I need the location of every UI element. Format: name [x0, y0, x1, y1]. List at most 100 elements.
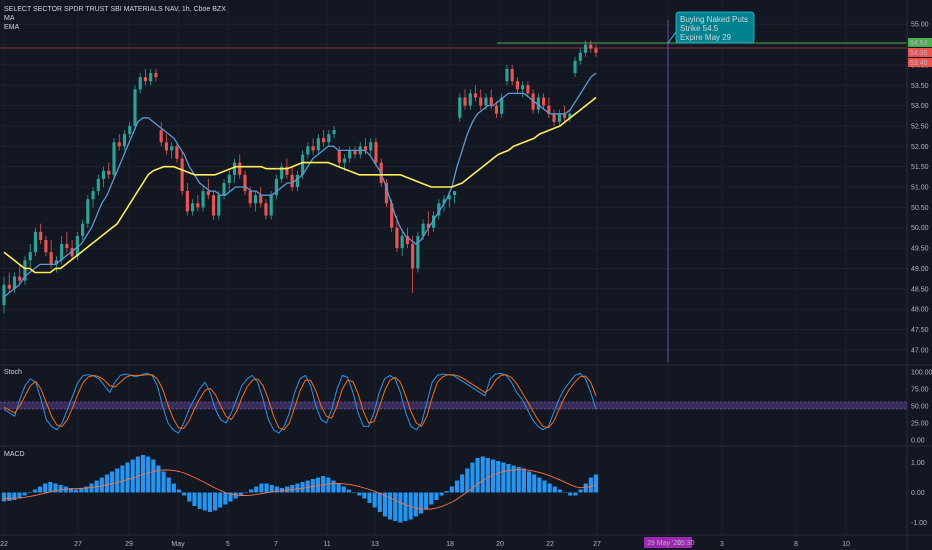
macd-bar — [176, 489, 182, 493]
candle-body — [484, 97, 488, 106]
macd-bar — [480, 456, 485, 493]
candle — [505, 64, 509, 86]
candle — [222, 178, 226, 200]
stoch-tick-label: 50.00 — [911, 404, 929, 411]
candle-body — [363, 146, 368, 151]
macd-bar — [58, 485, 63, 493]
candle-body — [175, 146, 179, 159]
candle-body — [515, 81, 519, 90]
macd-bar — [357, 492, 362, 496]
candle-body — [18, 276, 22, 281]
candle — [353, 146, 357, 159]
candle-body — [7, 284, 11, 289]
macd-bar — [146, 456, 151, 493]
macd-bar — [140, 455, 146, 493]
macd-bar — [264, 483, 269, 493]
date-badge-time: 15:30 — [677, 540, 695, 547]
macd-bar — [285, 486, 290, 493]
time-tick-label: 22 — [546, 541, 554, 548]
candle — [264, 199, 268, 220]
macd-bar — [120, 465, 125, 493]
candle-body — [191, 203, 195, 212]
candle-body — [405, 235, 409, 245]
price-tick-label: 52.50 — [911, 123, 929, 130]
candle — [327, 130, 331, 147]
macd-bar — [197, 492, 202, 509]
macd-bar — [367, 492, 372, 503]
price-tick-label: 50.00 — [911, 225, 929, 232]
candle — [253, 191, 258, 212]
stoch-axis[interactable]: 100.00 75.00 50.00 25.00 0.00 — [911, 370, 932, 445]
candle-body — [395, 227, 399, 249]
macd-bar — [439, 492, 444, 496]
stoch-d-line — [3, 374, 597, 431]
date-badge-date: 29 May '20 — [647, 540, 681, 547]
candle-body — [589, 44, 593, 49]
candle — [542, 93, 546, 110]
annotation-callout[interactable]: Buying Naked Puts Strike 54.5 Expire May… — [675, 11, 755, 44]
time-axis[interactable]: 22 27 29 May 5 7 11 13 18 20 22 27 3 8 10 — [0, 541, 850, 548]
candle-body — [185, 191, 189, 212]
price-pane[interactable]: Buying Naked Puts Strike 54.5 Expire May… — [0, 11, 907, 362]
candle-body — [390, 203, 394, 228]
candle — [70, 239, 74, 261]
candle-body — [342, 158, 347, 163]
macd-bar — [460, 474, 465, 493]
macd-bar — [326, 477, 331, 493]
macd-bar — [135, 456, 140, 493]
macd-bar — [182, 492, 187, 496]
macd-bar — [588, 477, 593, 493]
candle-body — [562, 113, 567, 118]
macd-signal-line — [4, 469, 597, 510]
macd-bar — [84, 486, 89, 493]
macd-bar — [321, 476, 326, 493]
macd-title: MACD — [4, 451, 25, 458]
macd-bar — [300, 482, 305, 493]
candle-body — [217, 195, 221, 216]
macd-bar — [130, 459, 135, 493]
stoch-tick-label: 75.00 — [911, 387, 929, 394]
macd-bar — [408, 492, 413, 520]
candle — [91, 187, 95, 208]
macd-bar — [115, 468, 120, 493]
candle-body — [196, 203, 200, 208]
macd-bar — [1, 492, 7, 502]
candle — [138, 73, 142, 94]
candle-body — [227, 174, 231, 183]
macd-bar — [213, 492, 218, 511]
candle — [185, 182, 189, 216]
candle — [149, 68, 153, 86]
macd-bar — [17, 492, 22, 499]
macd-bar — [254, 486, 259, 493]
candle-body — [536, 97, 540, 110]
candle-body — [211, 195, 216, 216]
candle — [2, 276, 6, 314]
stoch-pane[interactable]: Stoch — [0, 369, 907, 434]
candle-body — [96, 178, 100, 192]
macd-pane[interactable]: MACD — [1, 451, 599, 523]
price-tick-label: 53.00 — [911, 103, 929, 110]
macd-bar — [12, 492, 17, 500]
macd-bar — [393, 492, 398, 521]
macd-bar — [274, 486, 279, 493]
candle — [311, 138, 315, 155]
price-tag-red-2-text: 53.40 — [910, 60, 928, 67]
macd-axis[interactable]: 1.00 0.00 -1.00 — [911, 460, 927, 527]
candle-body — [133, 89, 137, 126]
time-tick-label: 5 — [226, 541, 230, 548]
macd-bar — [403, 492, 408, 521]
candle-body — [122, 134, 127, 147]
candle — [316, 134, 320, 155]
annotation-pointer — [667, 31, 677, 44]
macd-bar — [290, 485, 295, 493]
time-tick-label: 11 — [323, 541, 330, 548]
annotation-line-2: Strike 54.5 — [680, 24, 719, 33]
candle-body — [316, 138, 320, 151]
stoch-d-series — [3, 374, 597, 431]
candle-body — [60, 244, 64, 261]
candle-body — [594, 48, 598, 53]
macd-bar — [382, 492, 387, 517]
macd-signal-series — [4, 469, 597, 510]
